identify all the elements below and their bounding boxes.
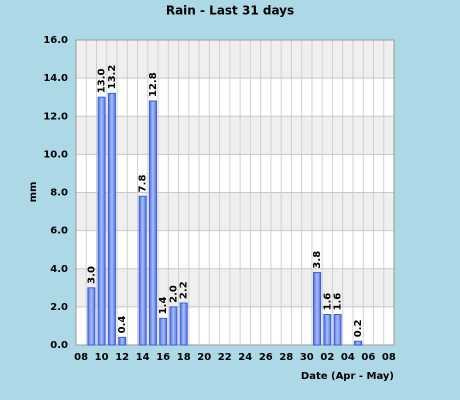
bar: [354, 340, 363, 346]
bar: [333, 314, 342, 346]
bar: [323, 314, 332, 346]
bar: [97, 96, 106, 346]
x-tick-label: 08: [382, 352, 396, 363]
value-label: 0.2: [353, 319, 364, 337]
value-label: 0.4: [117, 316, 128, 334]
x-tick-label: 22: [218, 352, 232, 363]
x-tick-label: 08: [74, 352, 88, 363]
x-tick-label: 24: [238, 352, 252, 363]
x-axis-label: Date (Apr - May): [301, 371, 394, 382]
bar: [87, 287, 96, 346]
x-tick-label: 12: [115, 352, 129, 363]
x-tick-label: 04: [341, 352, 355, 363]
value-label: 13.2: [107, 65, 118, 90]
bar: [159, 317, 168, 346]
bar: [313, 272, 322, 346]
x-tick-label: 10: [95, 352, 109, 363]
bar: [179, 302, 188, 346]
grid-band: [76, 192, 394, 231]
bar: [107, 92, 116, 346]
x-tick-label: 20: [197, 352, 211, 363]
grid-band: [76, 40, 394, 79]
grid-band: [76, 116, 394, 155]
y-tick-label: 8.0: [50, 188, 68, 199]
value-label: 1.6: [322, 293, 333, 311]
value-label: 2.0: [168, 285, 179, 303]
value-label: 1.4: [158, 297, 169, 315]
plot-border: [75, 39, 395, 346]
y-tick-label: 12.0: [43, 111, 68, 122]
y-tick-label: 10.0: [43, 149, 68, 160]
value-label: 13.0: [97, 68, 108, 93]
chart-title: Rain - Last 31 days: [166, 4, 294, 18]
x-tick-label: 14: [136, 352, 150, 363]
bar: [169, 306, 178, 346]
bar: [138, 195, 147, 346]
x-tick-label: 16: [156, 352, 170, 363]
x-tick-label: 28: [279, 352, 293, 363]
value-label: 7.8: [138, 175, 149, 193]
value-label: 3.8: [312, 251, 323, 269]
x-tick-label: 30: [300, 352, 314, 363]
x-tick-label: 18: [177, 352, 191, 363]
x-tick-label: 02: [320, 352, 334, 363]
grid-band: [76, 268, 394, 307]
bar: [118, 336, 127, 346]
y-tick-label: 4.0: [50, 264, 68, 275]
y-tick-label: 0.0: [50, 340, 68, 351]
x-tick-label: 06: [361, 352, 375, 363]
x-tick-label: 26: [259, 352, 273, 363]
y-tick-label: 6.0: [50, 226, 68, 237]
y-axis-label: mm: [28, 182, 39, 203]
value-label: 1.6: [333, 293, 344, 311]
value-label: 3.0: [86, 266, 97, 284]
y-tick-label: 2.0: [50, 302, 68, 313]
y-tick-label: 14.0: [43, 73, 68, 84]
value-label: 12.8: [148, 72, 159, 97]
value-label: 2.2: [179, 281, 190, 299]
y-tick-label: 16.0: [43, 35, 68, 46]
bar: [148, 100, 157, 346]
